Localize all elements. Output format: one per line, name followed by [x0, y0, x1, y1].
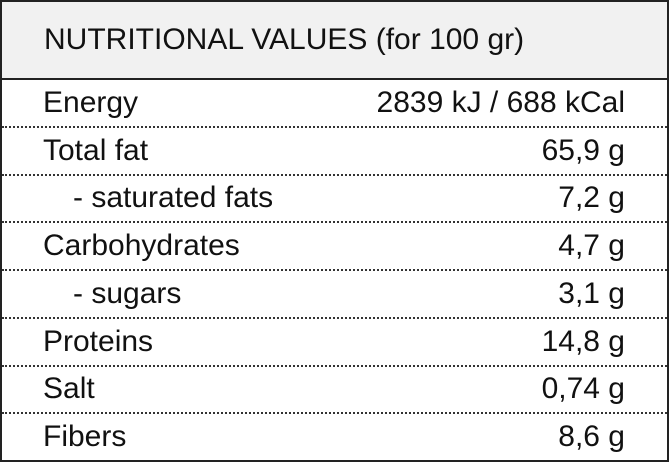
- row-value: 8,6 g: [558, 420, 625, 454]
- table-row: Fibers 8,6 g: [2, 414, 667, 460]
- table-row: Total fat 65,9 g: [2, 128, 667, 176]
- row-value: 14,8 g: [541, 324, 625, 358]
- table-row: Salt 0,74 g: [2, 367, 667, 415]
- table-title: NUTRITIONAL VALUES (for 100 gr): [44, 23, 525, 56]
- row-value: 0,74 g: [541, 372, 625, 406]
- row-value: 4,7 g: [558, 229, 625, 263]
- table-row: - saturated fats 7,2 g: [2, 176, 667, 224]
- row-label: Proteins: [43, 324, 154, 358]
- row-value: 2839 kJ / 688 kCal: [376, 85, 625, 119]
- row-label: Total fat: [43, 133, 149, 167]
- table-row: Carbohydrates 4,7 g: [2, 223, 667, 271]
- row-value: 7,2 g: [558, 181, 625, 215]
- row-label: - sugars: [73, 276, 182, 310]
- table-row: - sugars 3,1 g: [2, 271, 667, 319]
- row-label: Carbohydrates: [43, 229, 240, 263]
- row-value: 65,9 g: [541, 133, 625, 167]
- row-label: Energy: [43, 85, 139, 119]
- row-value: 3,1 g: [558, 276, 625, 310]
- row-label: Fibers: [43, 420, 127, 454]
- table-row: Energy 2839 kJ / 688 kCal: [2, 80, 667, 128]
- table-header: NUTRITIONAL VALUES (for 100 gr): [2, 2, 667, 80]
- row-label: - saturated fats: [73, 181, 274, 215]
- table-row: Proteins 14,8 g: [2, 319, 667, 367]
- row-label: Salt: [43, 372, 95, 406]
